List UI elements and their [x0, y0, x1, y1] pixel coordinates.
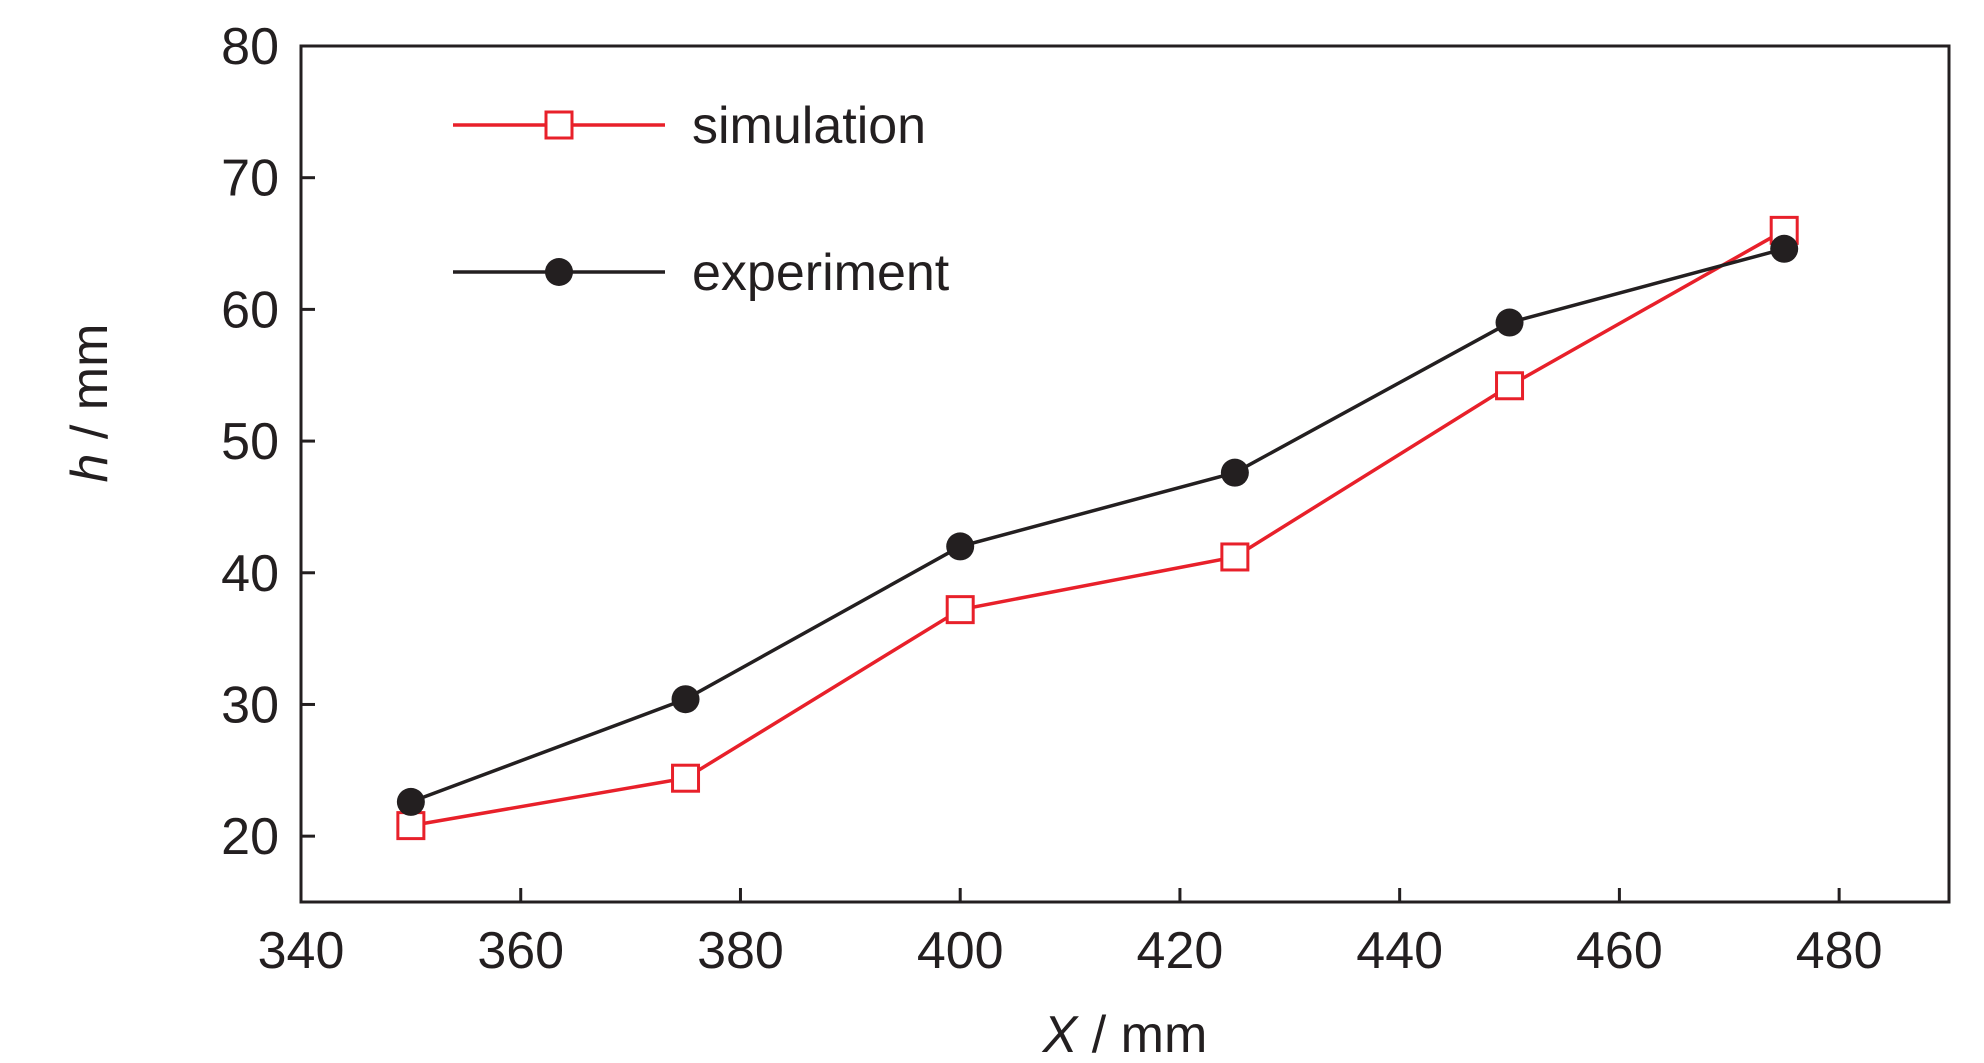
y-tick-label: 50: [221, 413, 279, 471]
data-point-experiment: [1495, 308, 1524, 337]
data-point-experiment: [1220, 458, 1249, 487]
x-tick-label: 400: [917, 922, 1004, 980]
data-point-simulation: [396, 811, 426, 841]
y-tick-label: 70: [221, 150, 279, 208]
legend-marker-experiment: [545, 258, 573, 286]
y-tick-label: 40: [221, 545, 279, 603]
x-tick-label: 360: [477, 922, 564, 980]
series-layer: [396, 215, 1799, 841]
data-point-simulation: [671, 763, 701, 793]
x-tick-label: 420: [1137, 922, 1224, 980]
series-line-simulation: [410, 228, 1786, 828]
data-point-simulation: [945, 595, 975, 625]
data-point-simulation: [1220, 542, 1250, 572]
data-point-experiment: [946, 532, 975, 561]
y-tick-label: 60: [221, 281, 279, 339]
data-point-experiment: [1770, 234, 1799, 263]
x-tick-label: 480: [1796, 922, 1883, 980]
y-tick-label: 20: [221, 808, 279, 866]
y-axis-label-unit: / mm: [61, 324, 119, 454]
x-tick-label: 380: [697, 922, 784, 980]
y-axis-label-var: h: [61, 454, 119, 483]
data-point-experiment: [396, 787, 425, 816]
x-axis-label: X / mm: [1042, 1006, 1208, 1063]
x-axis-label-var: X: [1042, 1006, 1080, 1063]
legend: simulation experiment: [453, 97, 950, 302]
legend-label-experiment: experiment: [692, 244, 950, 302]
y-tick-label: 30: [221, 676, 279, 734]
legend-marker-simulation: [544, 110, 574, 140]
data-point-experiment: [671, 685, 700, 714]
x-axis-label-unit: / mm: [1077, 1006, 1207, 1063]
x-tick-label: 440: [1356, 922, 1443, 980]
y-tick-label: 80: [221, 18, 279, 76]
x-axis: 340 360 380 400 420 440 460 480: [258, 888, 1883, 980]
x-tick-label: 340: [258, 922, 345, 980]
data-point-simulation: [1495, 371, 1525, 401]
plot-frame: [299, 44, 1951, 904]
legend-label-simulation: simulation: [692, 97, 926, 155]
y-axis: 20 30 40 50 60 70 80: [221, 18, 315, 866]
series-line-experiment: [410, 247, 1785, 804]
x-tick-label: 460: [1576, 922, 1663, 980]
y-axis-label: h / mm: [61, 324, 119, 483]
